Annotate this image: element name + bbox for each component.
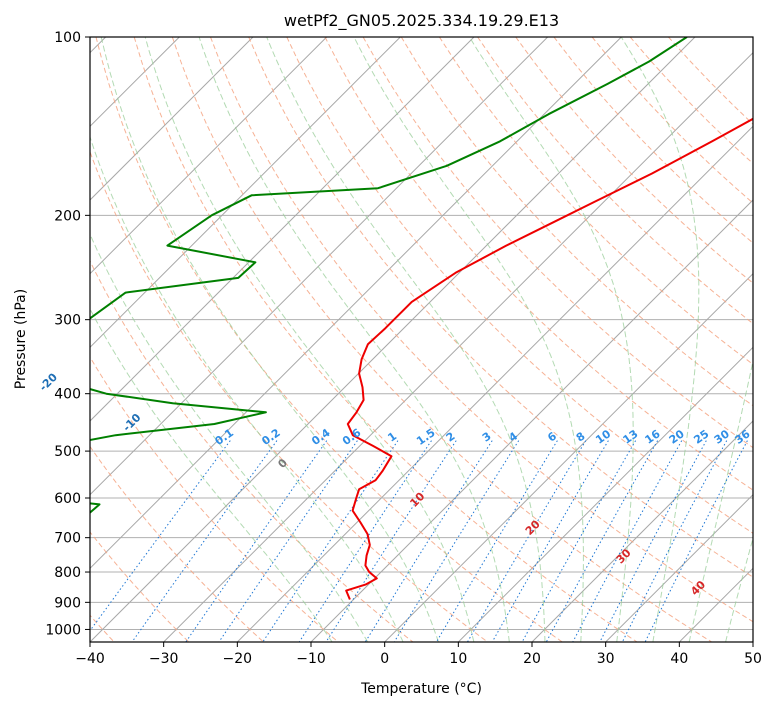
mixing-ratio-line <box>545 440 659 642</box>
background-lines <box>90 37 753 642</box>
moist-adiabat-line <box>353 37 584 642</box>
dewpoint-profile-line <box>90 37 688 514</box>
y-tick-label: 500 <box>54 444 81 460</box>
x-tick-label: 10 <box>449 651 467 667</box>
isotherm-line <box>90 37 328 275</box>
mixing-ratio-line <box>621 440 728 642</box>
mixing-ratio-line <box>90 440 231 632</box>
mixing-ratio-line <box>393 440 520 642</box>
moist-adiabat-line <box>688 358 753 642</box>
dry-adiabat-line <box>400 37 753 407</box>
isotherm-line <box>605 493 753 642</box>
isotherm-line <box>90 37 401 349</box>
temperature-profile-line <box>345 117 753 600</box>
mixing-ratio-line <box>262 440 399 642</box>
isotherm-line <box>90 37 696 642</box>
y-tick-label: 100 <box>54 30 81 46</box>
mixing-ratio-line <box>185 440 328 642</box>
isotherm-line <box>90 37 475 422</box>
plot-background <box>90 37 753 642</box>
y-tick-label: 900 <box>54 595 81 611</box>
x-tick-label: −20 <box>223 651 253 667</box>
moist-adiabat-line <box>90 232 369 642</box>
x-tick-label: −10 <box>296 651 326 667</box>
dry-adiabat-line <box>90 150 488 642</box>
isotherm-line <box>90 37 254 201</box>
moist-adiabat-line <box>90 135 404 642</box>
x-tick-label: −40 <box>75 651 105 667</box>
axis-ticks: −40 −30 −20 −10 0 10 20 30 40 50 100 200 300 400 500 60… <box>45 30 762 667</box>
dry-adiabat-line <box>171 37 712 642</box>
y-tick-label: 300 <box>54 313 81 329</box>
isotherm-line <box>752 641 753 642</box>
moist-adiabat-line <box>198 37 510 642</box>
mixing-ratio-line <box>435 440 558 642</box>
dry-adiabat-line <box>477 37 753 325</box>
isotherm-line <box>90 37 622 570</box>
y-tick-label: 1000 <box>45 622 81 638</box>
y-tick-label: 200 <box>54 208 81 224</box>
mixing-ratio-line <box>644 440 748 642</box>
isotherm-line <box>163 51 753 642</box>
mixing-ratio-line <box>364 440 493 642</box>
x-axis-title: Temperature (°C) <box>360 681 482 697</box>
mixing-ratio-line <box>599 440 707 642</box>
x-tick-label: 20 <box>523 651 541 667</box>
isotherm-line <box>90 37 549 496</box>
y-tick-label: 700 <box>54 531 81 547</box>
x-tick-label: 0 <box>380 651 389 667</box>
dry-adiabat-line <box>90 259 414 642</box>
x-tick-label: 50 <box>744 651 762 667</box>
isotherm-line <box>531 420 753 642</box>
x-tick-label: 40 <box>670 651 688 667</box>
dry-adiabat-line <box>248 37 753 578</box>
dry-adiabat-line <box>324 37 753 491</box>
moist-adiabat-line <box>144 37 475 642</box>
mixing-ratio-line <box>572 440 683 642</box>
profile-lines <box>90 37 753 600</box>
dry-adiabat-line <box>438 37 753 366</box>
dry-adiabat-line <box>90 531 190 642</box>
isotherm-line <box>384 272 753 642</box>
y-axis-title: Pressure (hPa) <box>13 289 29 389</box>
moist-adiabat-line <box>100 37 439 642</box>
plot-frame <box>89 36 754 643</box>
isotherm-line <box>236 125 753 642</box>
dry-adiabat-line <box>286 37 753 534</box>
dry-adiabat-line <box>133 37 638 642</box>
y-tick-label: 400 <box>54 387 81 403</box>
dry-adiabat-line <box>90 445 264 642</box>
mixing-ratio-line <box>491 440 609 642</box>
mixing-ratio-line <box>218 440 358 642</box>
dry-adiabat-line <box>95 37 563 642</box>
isotherm-line <box>457 346 753 642</box>
x-tick-label: 30 <box>597 651 615 667</box>
y-tick-label: 800 <box>54 565 81 581</box>
mixing-ratio-line <box>131 440 278 642</box>
chart-title: wetPf2_GN05.2025.334.19.29.E13 <box>284 11 559 31</box>
x-tick-label: −30 <box>149 651 179 667</box>
moist-adiabat-line <box>266 37 546 642</box>
dry-adiabat-line <box>362 37 753 449</box>
dry-adiabat-line <box>210 37 753 623</box>
mixing-ratio-line <box>467 440 587 642</box>
moist-adiabat-line <box>620 37 700 642</box>
dry-adiabat-line <box>515 37 753 284</box>
y-tick-label: 600 <box>54 491 81 507</box>
